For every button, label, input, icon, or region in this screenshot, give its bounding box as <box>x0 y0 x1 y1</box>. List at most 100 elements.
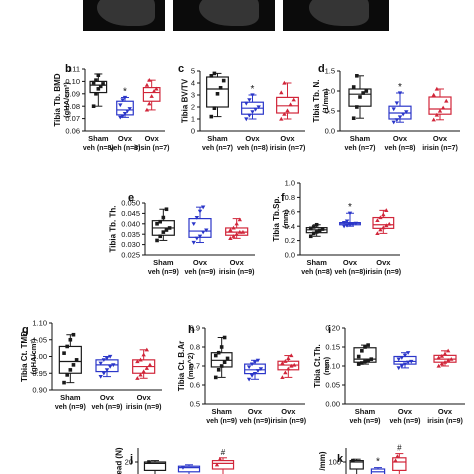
data-point <box>219 345 224 349</box>
data-point <box>138 357 143 362</box>
y-tick-label-e: 0.040 <box>121 219 140 228</box>
x-category-label-c: Ovx <box>245 134 260 143</box>
data-point <box>285 108 290 113</box>
data-point <box>212 71 217 76</box>
data-point <box>118 115 123 120</box>
x-category-label-c: Ovx <box>280 134 295 143</box>
x-category-sublabel-b: irisin (n=7) <box>134 145 170 152</box>
data-point <box>308 226 313 231</box>
data-point <box>200 230 206 235</box>
box-g-sham <box>58 332 82 385</box>
y-axis-title-i: Tibia Ct.Th. <box>313 344 322 387</box>
y-tick-label-d: 1.0 <box>325 87 335 96</box>
data-point <box>314 222 319 227</box>
y-tick-label-b: 0.11 <box>66 65 80 74</box>
panel-h: h 0.5 0.6 0.7 0.8 0.9 Tibia Ct. B.Ar (mm^2) Sham… <box>177 324 306 425</box>
y-axis-title-j: ead (N) <box>114 447 123 474</box>
data-point <box>341 221 347 225</box>
data-point <box>94 78 98 82</box>
y-tick-label-b: 0.07 <box>65 114 80 123</box>
box-d-ovx_veh: * <box>388 82 412 125</box>
data-point <box>65 373 69 377</box>
data-point <box>98 375 103 379</box>
x-category-label-d: Ovx <box>393 134 408 143</box>
significance-mark: * <box>376 457 380 468</box>
data-point <box>147 101 152 106</box>
data-point <box>396 357 401 362</box>
data-point <box>158 234 162 239</box>
x-category-label-e: Ovx <box>230 258 245 267</box>
data-point <box>164 207 169 212</box>
y-tick-label-h: 0.8 <box>190 343 200 352</box>
x-category-sublabel-f: veh (n=8) <box>335 269 366 276</box>
data-point <box>384 223 389 228</box>
data-point <box>347 223 353 227</box>
box-k-ovx_irisin: # <box>392 444 407 474</box>
data-point <box>250 93 255 98</box>
y-axis-unit-f: (mm) <box>281 209 290 228</box>
y-tick-label-c: 1 <box>191 115 195 124</box>
x-category-sublabel-h: veh (n=9) <box>206 418 237 425</box>
data-point <box>378 215 383 220</box>
data-point <box>289 353 294 358</box>
data-point <box>311 225 316 229</box>
x-category-label-f: Sham <box>306 258 327 267</box>
data-point <box>246 365 252 370</box>
y-axis-unit-b: (gHA/cm³) <box>62 82 71 118</box>
y-axis-title-c: Tibia BV/TV <box>181 78 190 123</box>
data-point <box>120 98 125 103</box>
box-b-sham <box>89 73 108 108</box>
data-point <box>404 110 409 114</box>
y-tick-label-e: 0.030 <box>121 240 140 249</box>
data-point <box>391 120 396 125</box>
box-e-sham <box>151 207 175 243</box>
data-point <box>253 107 258 112</box>
data-point <box>436 363 441 368</box>
data-point <box>91 80 96 85</box>
data-point <box>353 221 359 226</box>
data-point <box>317 228 322 233</box>
data-point <box>101 358 107 363</box>
data-point <box>363 359 367 364</box>
x-category-sublabel-d: irisin (n=7) <box>422 145 458 152</box>
y-tick-label-c: 2 <box>191 103 195 112</box>
data-point <box>360 349 364 353</box>
data-point <box>222 360 227 364</box>
data-point <box>445 348 451 353</box>
x-category-sublabel-g: veh (n=9) <box>55 404 86 411</box>
data-point <box>217 457 223 461</box>
iqr-box <box>177 465 201 473</box>
panel-label-e: e <box>128 192 134 204</box>
data-point <box>62 351 66 355</box>
data-point <box>125 109 130 114</box>
panel-f: f 0.0 0.2 0.4 0.6 0.8 1.0 Tibia Tb.Sp. (mm) * Sham… <box>272 179 401 276</box>
y-tick-label-e: 0.045 <box>121 209 140 218</box>
data-point <box>225 356 230 361</box>
y-axis-unit-g: (gHA/cm³) <box>29 338 38 374</box>
data-point <box>213 375 218 380</box>
x-category-sublabel-c: irisin (n=7) <box>270 145 306 152</box>
data-point <box>231 225 236 230</box>
box-f-sham <box>305 222 328 239</box>
y-tick-label-d: 0.5 <box>325 107 335 116</box>
data-point <box>402 362 408 367</box>
y-tick-label-f: 0.0 <box>285 251 295 260</box>
data-point <box>234 221 239 226</box>
x-category-sublabel-f: irisin (n=9) <box>366 269 402 276</box>
data-point <box>356 362 361 366</box>
data-point <box>288 102 293 107</box>
data-point <box>147 362 153 367</box>
data-point <box>216 350 221 355</box>
y-tick-label-e: 0.025 <box>121 251 140 260</box>
x-category-label-b: Ovx <box>118 134 133 143</box>
panel-label-d: d <box>318 63 325 75</box>
box-h-sham <box>210 335 233 380</box>
data-point <box>366 358 370 363</box>
data-point <box>405 360 411 365</box>
data-point <box>167 226 172 230</box>
x-category-sublabel-i: veh (n=9) <box>390 418 421 425</box>
panel-d: d 0.0 0.5 1.0 1.5 Tibia Tb. N. (1/mm) * Sham veh … <box>312 63 460 152</box>
data-point <box>98 361 103 366</box>
x-category-label-c: Sham <box>207 134 228 143</box>
